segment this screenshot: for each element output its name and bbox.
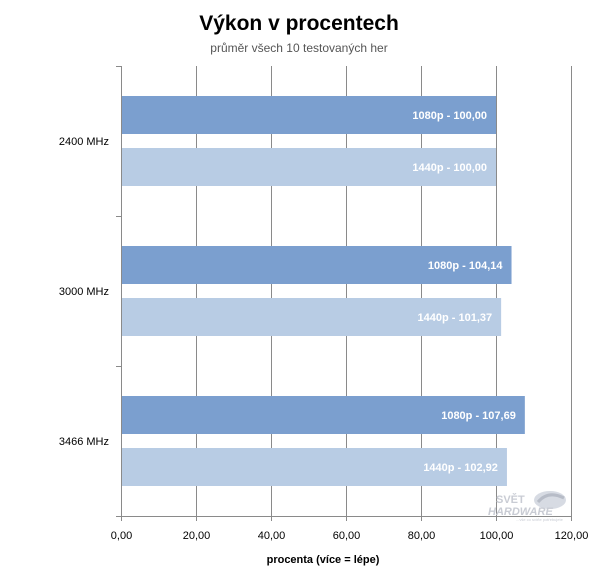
x-tick-label: 80,00	[408, 530, 436, 542]
bar-1080p-0	[122, 96, 496, 134]
x-tick-label: 60,00	[333, 530, 361, 542]
x-tick-label: 0,00	[111, 530, 132, 542]
bar-1080p-1	[122, 246, 512, 284]
data-label: 1440p - 102,92	[423, 462, 498, 474]
bar-1440p-0	[122, 148, 496, 186]
data-label: 1080p - 107,69	[441, 410, 516, 422]
y-category-label: 3000 MHz	[59, 286, 109, 298]
svet-hardware-logo: SVĚT HARDWARE ...vše co sviťte potřebuje…	[488, 491, 566, 522]
logo-line2: HARDWARE	[488, 506, 553, 518]
x-tick-label: 100,00	[480, 530, 514, 542]
logo-line1: SVĚT	[496, 493, 525, 506]
x-tick-label: 120,00	[555, 530, 589, 542]
bar-1440p-2	[122, 448, 507, 486]
bar-1080p-2	[122, 396, 525, 434]
chart-title: Výkon v procentech	[199, 12, 399, 35]
y-category-label: 3466 MHz	[59, 436, 109, 448]
bar-1440p-1	[122, 298, 502, 336]
data-label: 1440p - 100,00	[412, 162, 487, 174]
x-tick-label: 20,00	[183, 530, 211, 542]
data-label: 1080p - 100,00	[412, 110, 487, 122]
y-category-label: 2400 MHz	[59, 136, 109, 148]
data-label: 1080p - 104,14	[428, 260, 503, 272]
x-axis-label: procenta (více = lépe)	[266, 554, 380, 566]
logo-tagline: ...vše co sviťte potřebujete	[516, 517, 564, 522]
x-tick-label: 40,00	[258, 530, 286, 542]
chart-subtitle: průměr všech 10 testovaných her	[210, 41, 388, 55]
data-label: 1440p - 101,37	[418, 312, 493, 324]
